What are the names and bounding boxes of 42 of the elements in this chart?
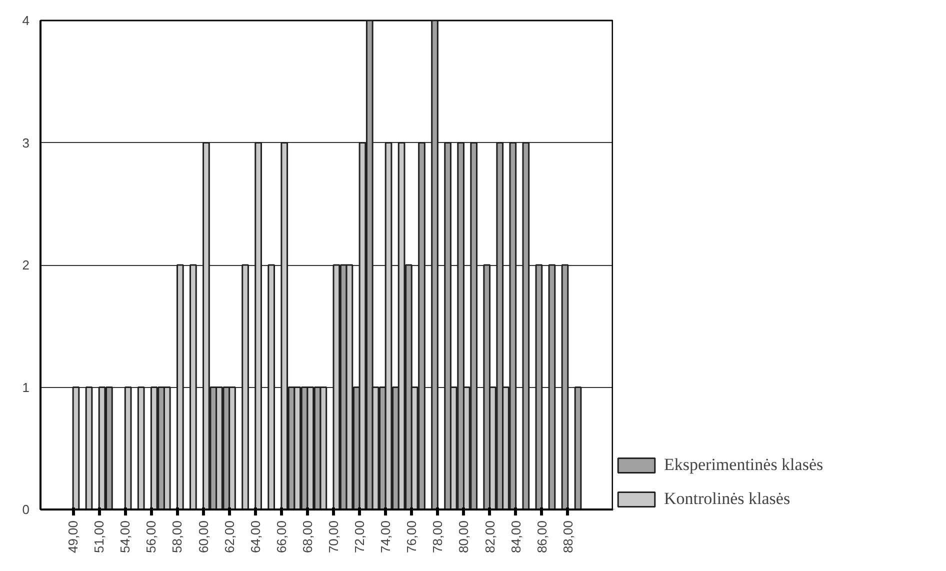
x-tick-label: 49,00 [66, 520, 81, 554]
x-tick-label: 72,00 [352, 520, 368, 554]
x-tick-label: 70,00 [326, 520, 342, 554]
x-tick-label: 60,00 [196, 520, 211, 554]
x-tick-label: 56,00 [144, 520, 159, 554]
y-tick-label: 0 [22, 502, 30, 517]
x-tick-label: 54,00 [118, 520, 133, 554]
x-tick-label: 58,00 [170, 520, 185, 554]
bar [72, 386, 80, 510]
y-tick-label: 3 [22, 135, 30, 150]
legend-label: Eksperimentinės klasės [664, 455, 824, 475]
x-tick-label: 64,00 [248, 520, 263, 554]
bar [124, 386, 132, 510]
x-tick-label: 51,00 [92, 520, 107, 554]
x-tick-label: 68,00 [300, 520, 315, 554]
x-tick-label: 62,00 [222, 520, 237, 554]
bar [268, 264, 276, 510]
x-tick-label: 74,00 [378, 520, 394, 554]
bar [85, 386, 93, 510]
bar [522, 142, 530, 510]
bar [535, 264, 543, 510]
x-tick-label: 78,00 [430, 520, 446, 554]
y-tick-label: 2 [22, 258, 30, 272]
bar [137, 386, 145, 510]
x-tick-label: 66,00 [274, 520, 289, 554]
y-tick-label: 4 [22, 13, 30, 28]
x-tick-label: 86,00 [534, 520, 550, 554]
bar [561, 264, 569, 510]
x-tick-label: 84,00 [508, 520, 524, 554]
x-tick-label: 88,00 [560, 520, 576, 554]
x-tick-label: 80,00 [456, 520, 472, 554]
bar [190, 264, 197, 510]
y-tick-label: 1 [22, 380, 30, 395]
x-tick-label: 82,00 [482, 520, 498, 554]
bar [176, 264, 184, 510]
legend-label: Kontrolinės klasės [664, 489, 790, 509]
bar [431, 20, 438, 510]
bar [548, 264, 556, 510]
bar [254, 142, 262, 510]
x-tick-label: 76,00 [404, 520, 420, 554]
bar [574, 386, 582, 510]
bar [242, 264, 249, 510]
